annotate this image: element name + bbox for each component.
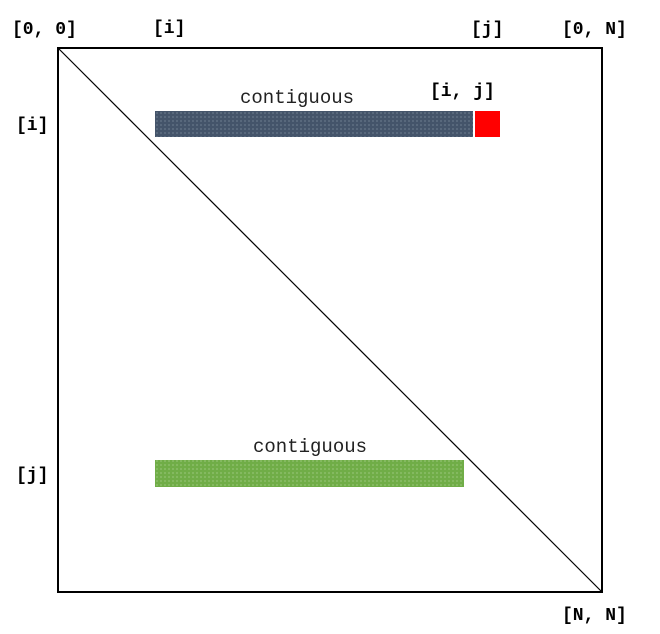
top-label-j: [j] — [471, 20, 503, 40]
matrix-frame — [57, 47, 603, 593]
left-label-j: [j] — [16, 466, 48, 486]
matrix-diagonal — [57, 47, 603, 593]
cell-label-ij: [i, j] — [430, 82, 495, 102]
cell-ij — [475, 111, 500, 137]
row-block-label: contiguous — [240, 87, 354, 109]
col-contiguous-block — [155, 460, 464, 487]
left-label-i: [i] — [16, 116, 48, 136]
corner-label-top-right: [0, N] — [562, 20, 627, 40]
top-label-i: [i] — [153, 19, 185, 39]
corner-label-bottom-right: [N, N] — [562, 606, 627, 626]
col-block-label: contiguous — [253, 436, 367, 458]
corner-label-top-left: [0, 0] — [12, 20, 77, 40]
row-contiguous-block — [155, 111, 473, 137]
